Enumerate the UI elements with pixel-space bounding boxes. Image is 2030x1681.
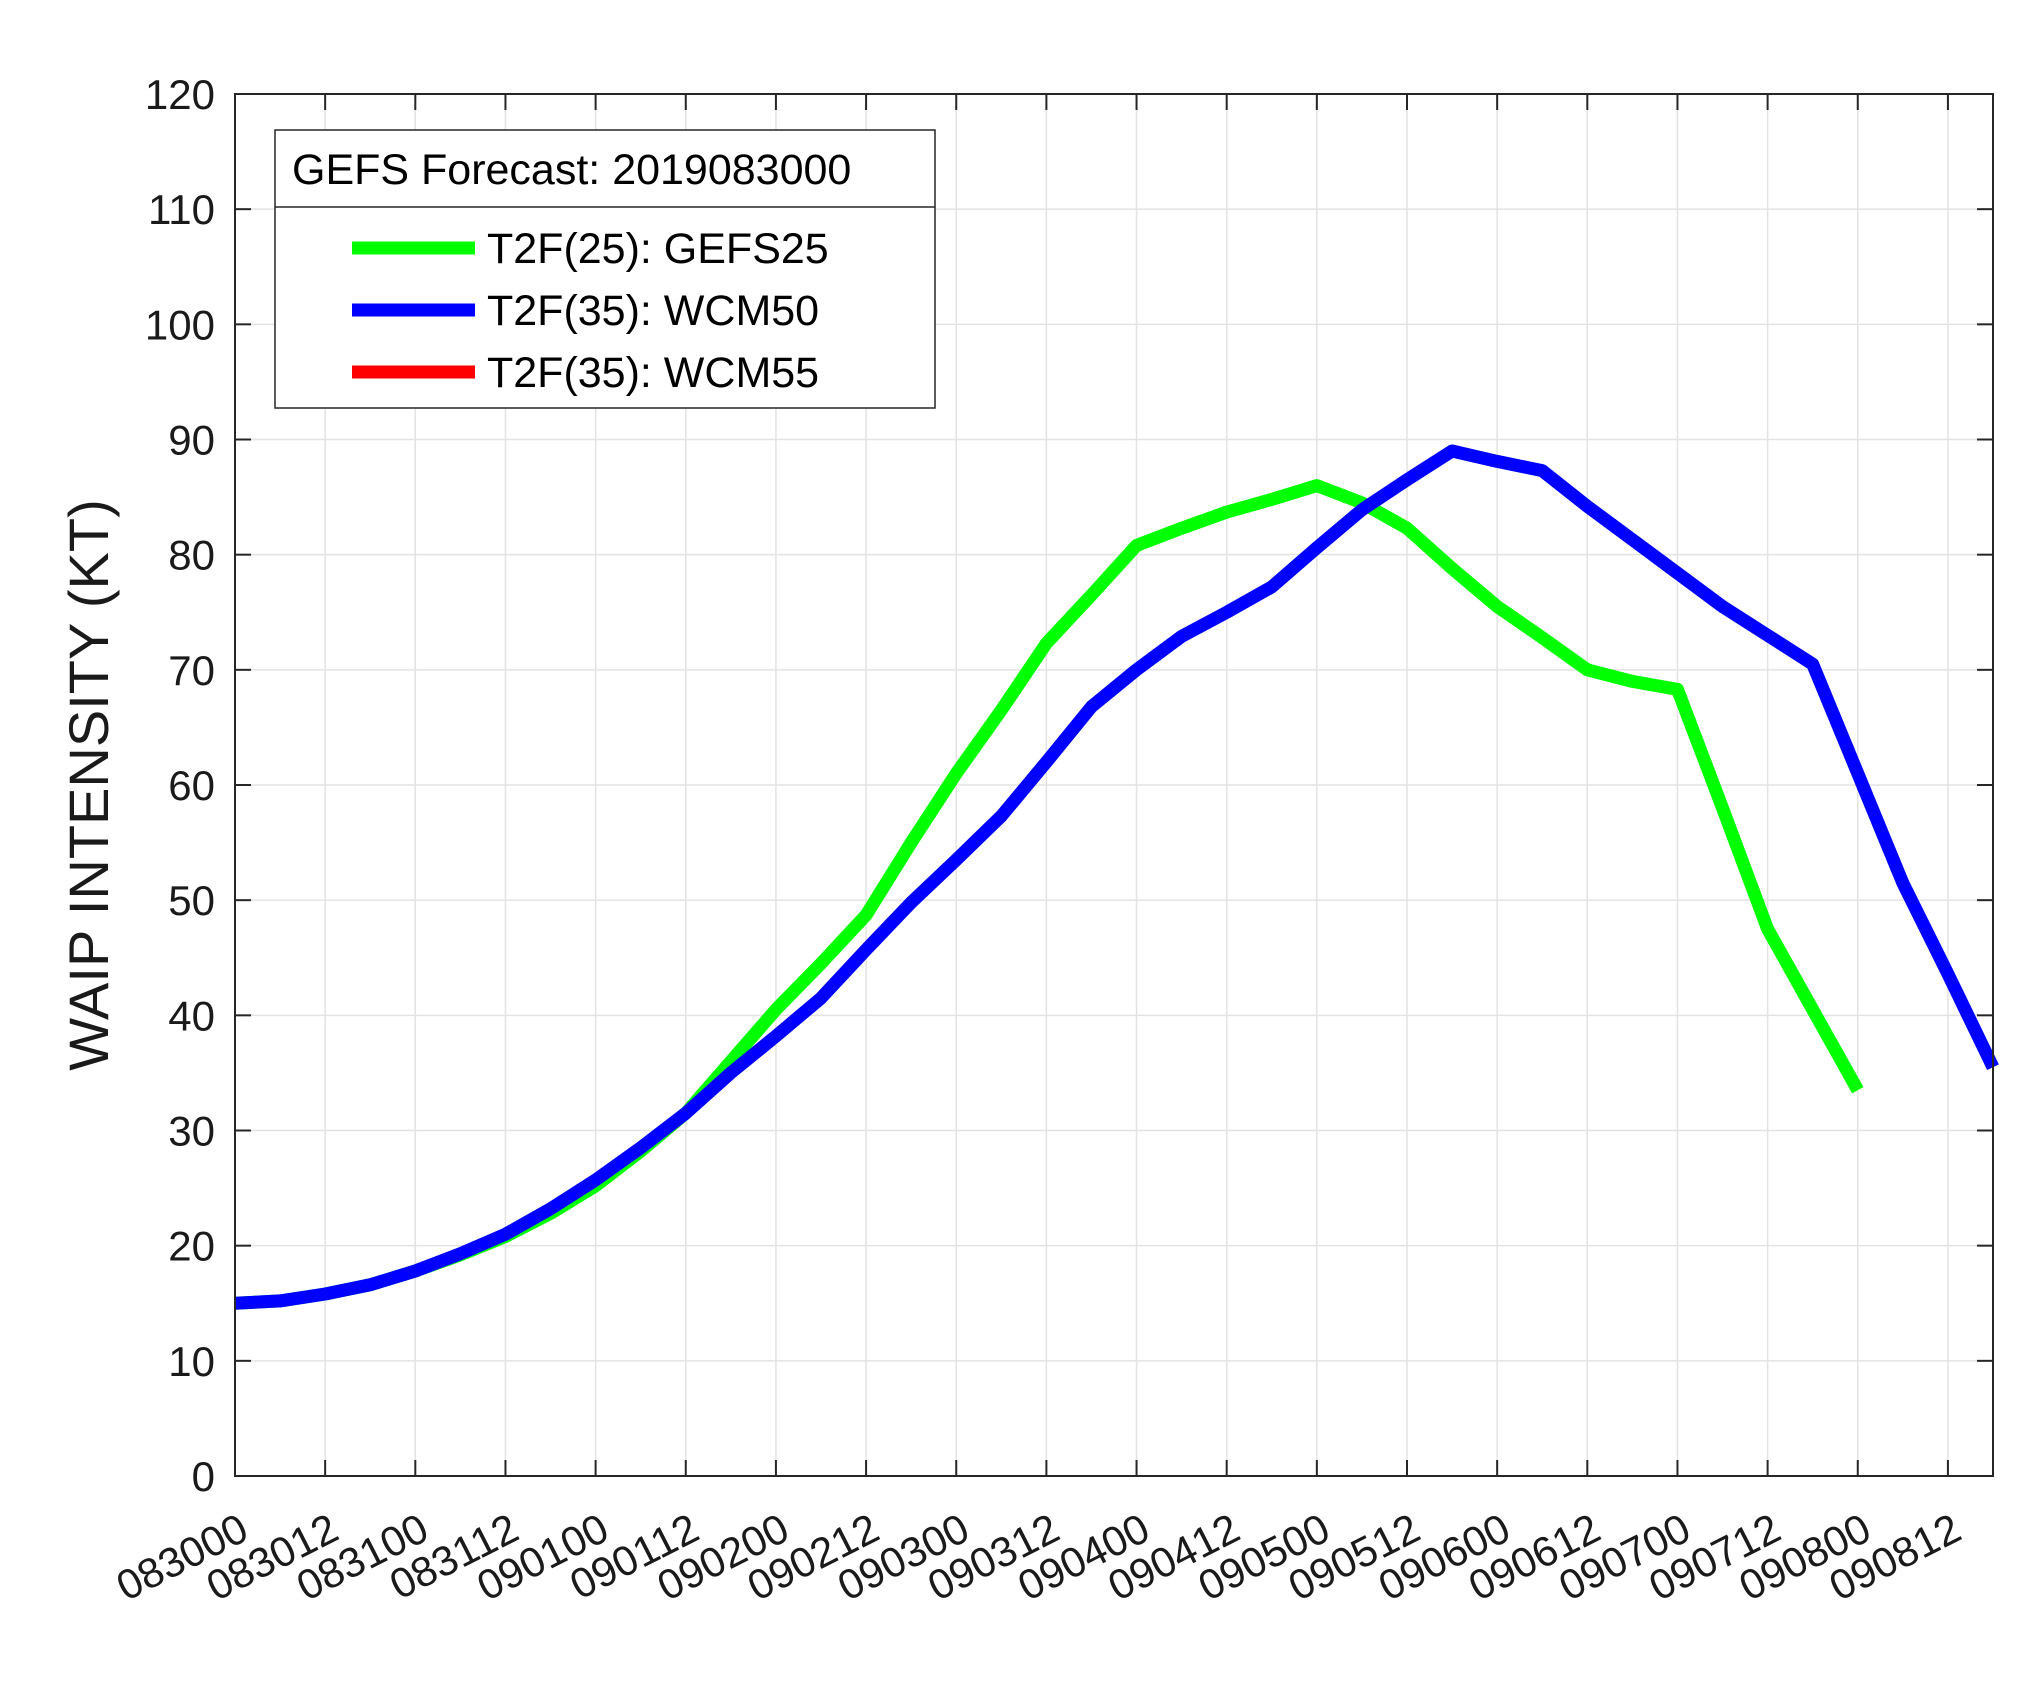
- legend-box: [274, 129, 936, 409]
- y-tick-label: 10: [168, 1338, 215, 1385]
- legend: GEFS Forecast: 2019083000 T2F(25): GEFS2…: [274, 129, 936, 409]
- y-axis-title: WAIP INTENSITY (KT): [57, 499, 120, 1070]
- y-tick-label: 100: [145, 301, 215, 348]
- legend-entries: T2F(25): GEFS25 T2F(35): WCM50 T2F(35): WC…: [352, 225, 829, 397]
- legend-label-0: T2F(25): GEFS25: [487, 225, 829, 273]
- y-tick-label: 110: [148, 186, 215, 233]
- series-line-1: [234, 444, 1999, 1310]
- ticks: [234, 93, 1993, 1477]
- y-tick-label: 30: [168, 1108, 215, 1155]
- y-tick-label: 20: [168, 1223, 215, 1270]
- x-tick-labels: 0830000830120831000831120901000901120902…: [109, 1504, 1968, 1610]
- series-layer: [234, 444, 1999, 1310]
- y-tick-label: 40: [168, 992, 215, 1039]
- legend-label-1: T2F(35): WCM50: [487, 287, 819, 335]
- y-tick-label: 80: [168, 532, 215, 579]
- y-tick-label: 120: [145, 71, 215, 118]
- y-tick-labels: 0 10 20 30 40 50 60 70 80 90 100 110 120: [145, 71, 215, 1500]
- legend-label-2: T2F(35): WCM55: [487, 349, 819, 397]
- legend-title: GEFS Forecast: 2019083000: [292, 146, 851, 194]
- y-tick-label: 60: [168, 762, 215, 809]
- y-tick-label: 70: [168, 647, 215, 694]
- y-tick-label: 50: [168, 877, 215, 924]
- y-tick-label: 90: [168, 417, 215, 464]
- y-tick-label: 0: [192, 1453, 215, 1500]
